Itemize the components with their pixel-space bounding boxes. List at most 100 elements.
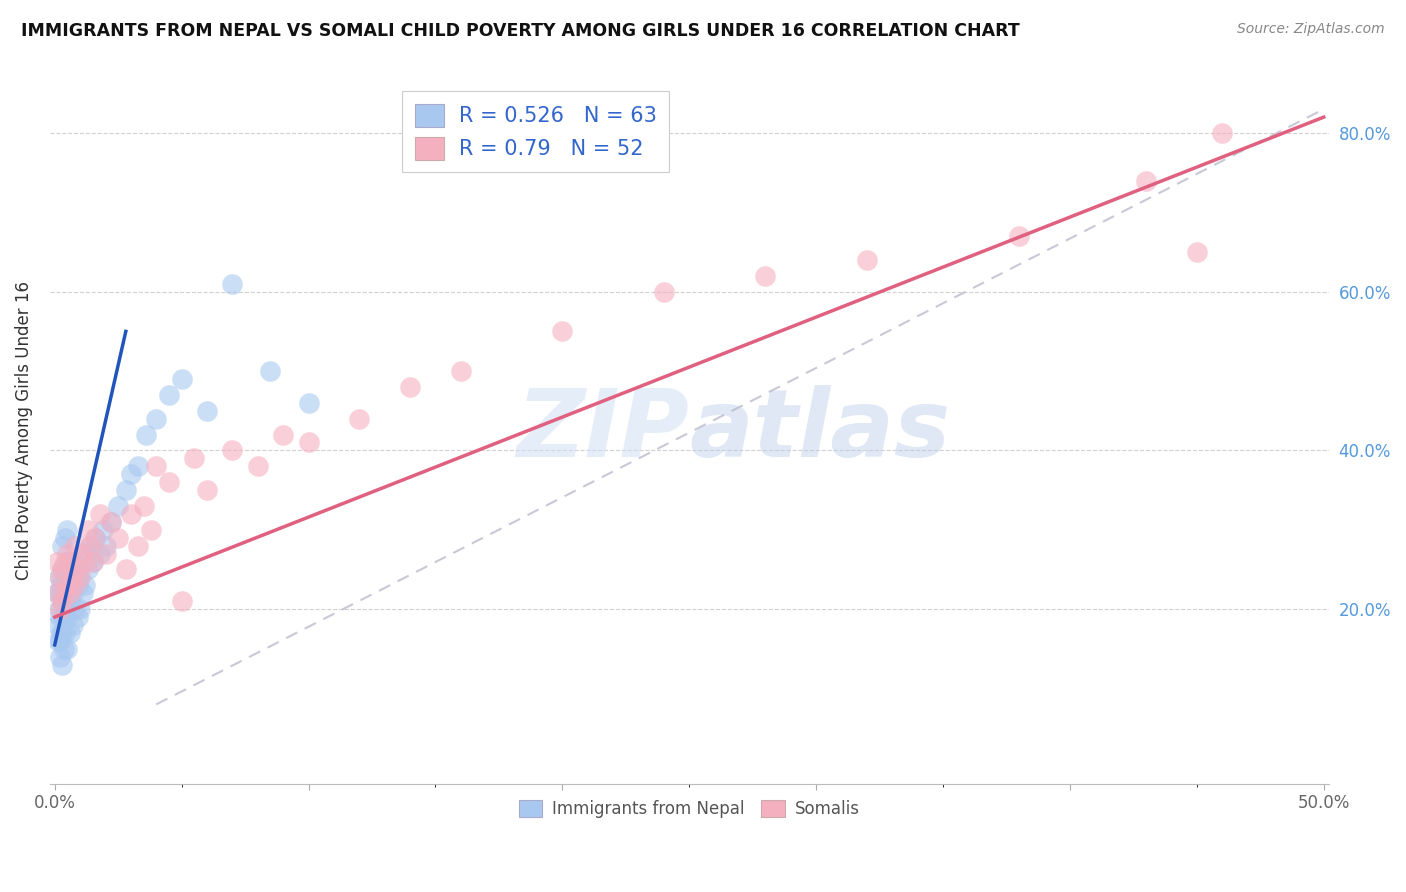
Text: atlas: atlas [689,384,950,476]
Point [652,285,675,299]
Point [297,435,319,450]
Point [56,641,79,656]
Point [49,649,72,664]
Point [221,277,243,291]
Point [51,562,73,576]
Point [56,586,79,600]
Point [132,499,155,513]
Point [49,570,72,584]
Point [51,562,73,576]
Point [170,372,193,386]
Point [59,626,82,640]
Point [754,268,776,283]
Point [53,626,76,640]
Point [141,523,163,537]
Point [49,586,72,600]
Point [551,325,574,339]
Point [1185,245,1208,260]
Point [51,657,73,672]
Text: Source: ZipAtlas.com: Source: ZipAtlas.com [1237,22,1385,37]
Point [51,594,73,608]
Text: IMMIGRANTS FROM NEPAL VS SOMALI CHILD POVERTY AMONG GIRLS UNDER 16 CORRELATION C: IMMIGRANTS FROM NEPAL VS SOMALI CHILD PO… [21,22,1019,40]
Point [49,602,72,616]
Point [128,459,150,474]
Point [63,578,86,592]
Point [72,547,94,561]
Point [100,515,122,529]
Point [107,531,129,545]
Point [221,443,243,458]
Point [59,594,82,608]
Point [259,364,281,378]
Point [100,515,122,529]
Point [62,618,84,632]
Point [183,451,205,466]
Point [399,380,422,394]
Point [69,570,91,584]
Point [51,539,73,553]
Point [63,539,86,553]
Point [1211,126,1233,140]
Point [349,411,371,425]
Point [79,539,101,553]
Point [75,578,97,592]
Point [59,555,82,569]
Point [856,252,879,267]
Text: ZIP: ZIP [516,384,689,476]
Point [53,531,76,545]
Point [72,586,94,600]
Point [49,633,72,648]
Point [107,499,129,513]
Point [195,483,218,497]
Point [145,411,167,425]
Point [53,586,76,600]
Point [51,594,73,608]
Point [56,578,79,592]
Point [66,610,89,624]
Point [59,562,82,576]
Point [49,626,72,640]
Point [114,562,136,576]
Point [69,602,91,616]
Point [82,555,104,569]
Point [195,403,218,417]
Point [75,547,97,561]
Point [69,570,91,584]
Point [89,507,111,521]
Point [120,467,142,482]
Point [46,555,69,569]
Point [1008,229,1031,244]
Point [59,586,82,600]
Point [114,483,136,497]
Y-axis label: Child Poverty Among Girls Under 16: Child Poverty Among Girls Under 16 [15,281,32,580]
Point [84,531,107,545]
Point [170,594,193,608]
Point [91,523,114,537]
Point [94,547,117,561]
Point [76,562,98,576]
Point [45,618,67,632]
Point [51,626,73,640]
Point [62,586,84,600]
Point [56,555,79,569]
Point [82,555,104,569]
Point [76,523,98,537]
Point [62,555,84,569]
Point [46,586,69,600]
Point [48,602,70,616]
Point [52,610,75,624]
Point [63,602,86,616]
Point [55,602,77,616]
Point [53,594,76,608]
Legend: Immigrants from Nepal, Somalis: Immigrants from Nepal, Somalis [512,793,866,825]
Point [49,578,72,592]
Point [157,475,180,490]
Point [89,547,111,561]
Point [297,396,319,410]
Point [135,427,157,442]
Point [246,459,269,474]
Point [79,539,101,553]
Point [46,633,69,648]
Point [62,570,84,584]
Point [157,388,180,402]
